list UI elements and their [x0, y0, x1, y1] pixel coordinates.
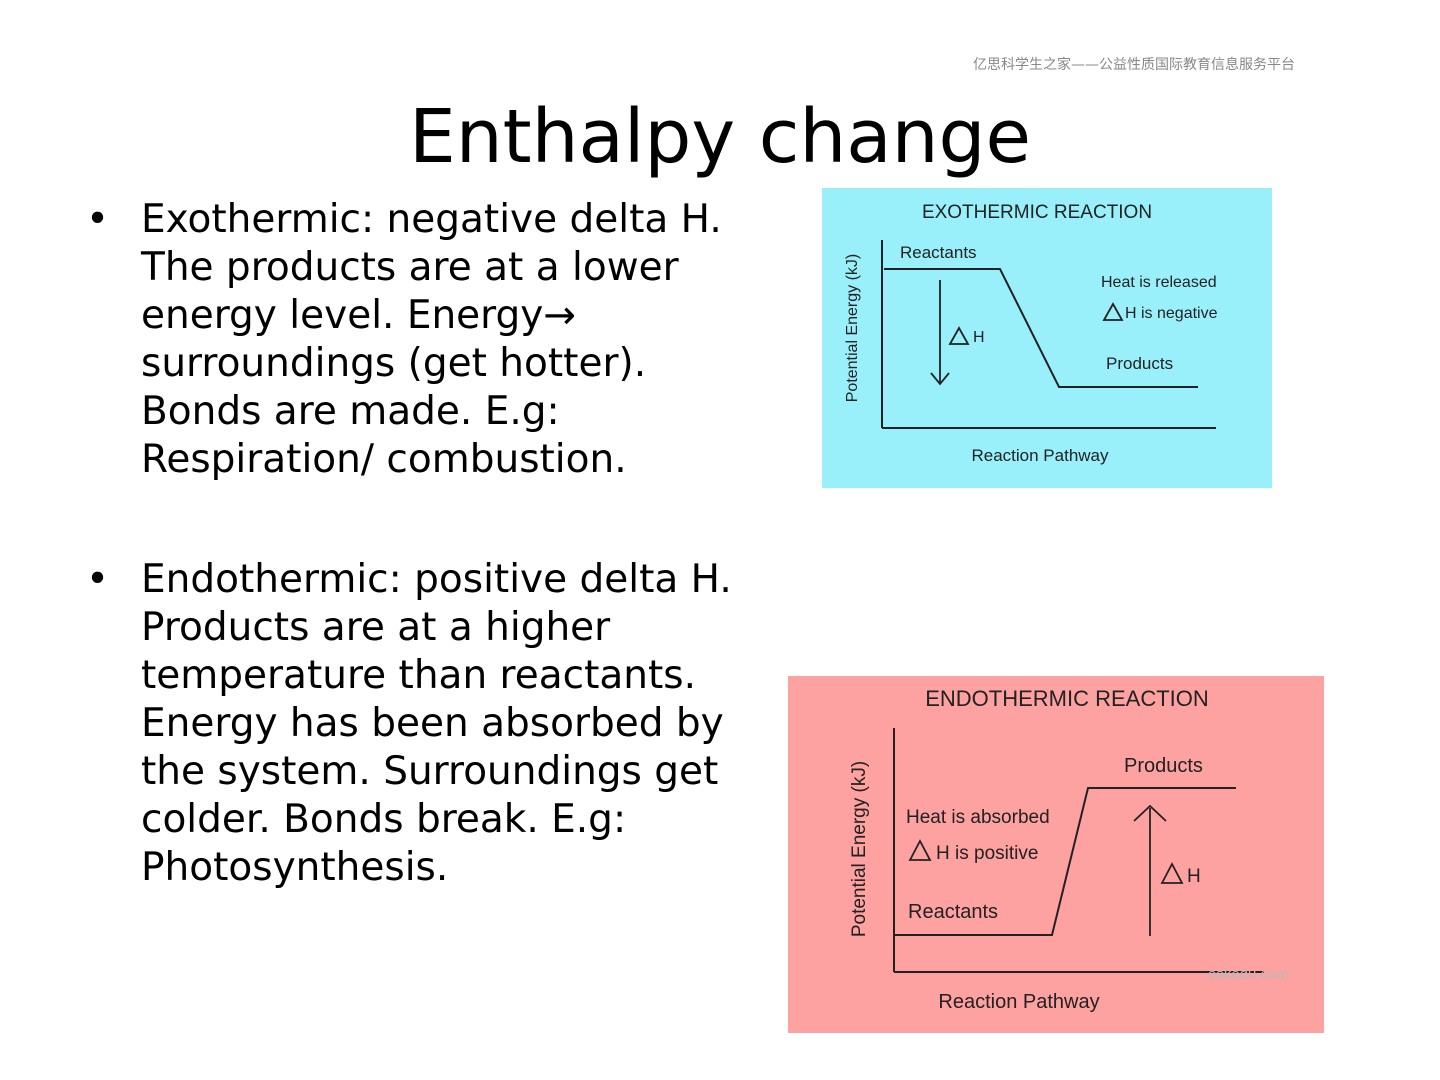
x-axis-label: Reaction Pathway — [938, 991, 1099, 1013]
diagram-title: EXOTHERMIC REACTION — [922, 202, 1152, 223]
bullet-line: Products are at a higher — [141, 605, 611, 650]
bullet-line: Respiration/ combustion. — [141, 437, 627, 482]
products-label: Products — [1106, 354, 1173, 373]
bullet-line: Exothermic: negative delta H. — [141, 197, 722, 242]
delta-icon — [948, 326, 970, 345]
watermark: eskedu.com — [1208, 966, 1289, 983]
bullet-dot: • — [86, 557, 110, 602]
exothermic-diagram: EXOTHERMIC REACTION Potential Energy (kJ… — [822, 188, 1272, 488]
bullet-line: energy level. Energy→ — [141, 293, 577, 338]
bullet-line: The products are at a lower — [141, 245, 679, 290]
delta-icon — [1160, 862, 1184, 884]
y-axis-label: Potential Energy (kJ) — [844, 254, 861, 403]
delta-h-arrowhead — [930, 372, 950, 386]
bullet-text: Endothermic: positive delta H. Products … — [141, 556, 732, 892]
bullet-line: colder. Bonds break. E.g: — [141, 797, 627, 842]
bullet-line: Bonds are made. E.g: — [141, 389, 560, 434]
heat-note: Heat is released — [1101, 274, 1217, 291]
diagram-background — [822, 188, 1272, 488]
bullet-line: Energy has been absorbed by — [141, 701, 724, 746]
products-label: Products — [1124, 755, 1203, 777]
y-axis-label: Potential Energy (kJ) — [849, 761, 870, 937]
delta-icon — [1102, 302, 1124, 321]
reactants-label: Reactants — [908, 901, 998, 923]
delta-note: H is negative — [1125, 305, 1218, 322]
bullet-text: Exothermic: negative delta H. The produc… — [141, 196, 722, 484]
bullet-line: surroundings (get hotter). — [141, 341, 647, 386]
delta-h-label: H — [1187, 866, 1201, 887]
energy-curve — [884, 268, 1198, 388]
energy-curve — [894, 787, 1236, 936]
endothermic-diagram: ENDOTHERMIC REACTION Potential Energy (k… — [788, 676, 1324, 1033]
heat-note: Heat is absorbed — [906, 807, 1050, 828]
bullet-line: the system. Surroundings get — [141, 749, 719, 794]
diagram-background — [788, 676, 1324, 1033]
endothermic-diagram-svg: ENDOTHERMIC REACTION Potential Energy (k… — [788, 676, 1324, 1033]
bullet-line: temperature than reactants. — [141, 653, 696, 698]
reactants-label: Reactants — [900, 243, 977, 262]
diagram-title: ENDOTHERMIC REACTION — [925, 686, 1209, 711]
bullet-line: Photosynthesis. — [141, 845, 449, 890]
delta-h-arrowhead — [1133, 804, 1167, 822]
slide-title: Enthalpy change — [408, 94, 1032, 180]
header-note: 亿思科学生之家——公益性质国际教育信息服务平台 — [973, 57, 1295, 73]
delta-icon — [908, 839, 932, 861]
x-axis-label: Reaction Pathway — [971, 446, 1109, 465]
bullet-dot: • — [86, 197, 110, 242]
delta-note: H is positive — [936, 843, 1038, 864]
exothermic-diagram-svg: EXOTHERMIC REACTION Potential Energy (kJ… — [822, 188, 1272, 488]
delta-h-label: H — [973, 329, 985, 346]
bullet-line: Endothermic: positive delta H. — [141, 557, 732, 602]
